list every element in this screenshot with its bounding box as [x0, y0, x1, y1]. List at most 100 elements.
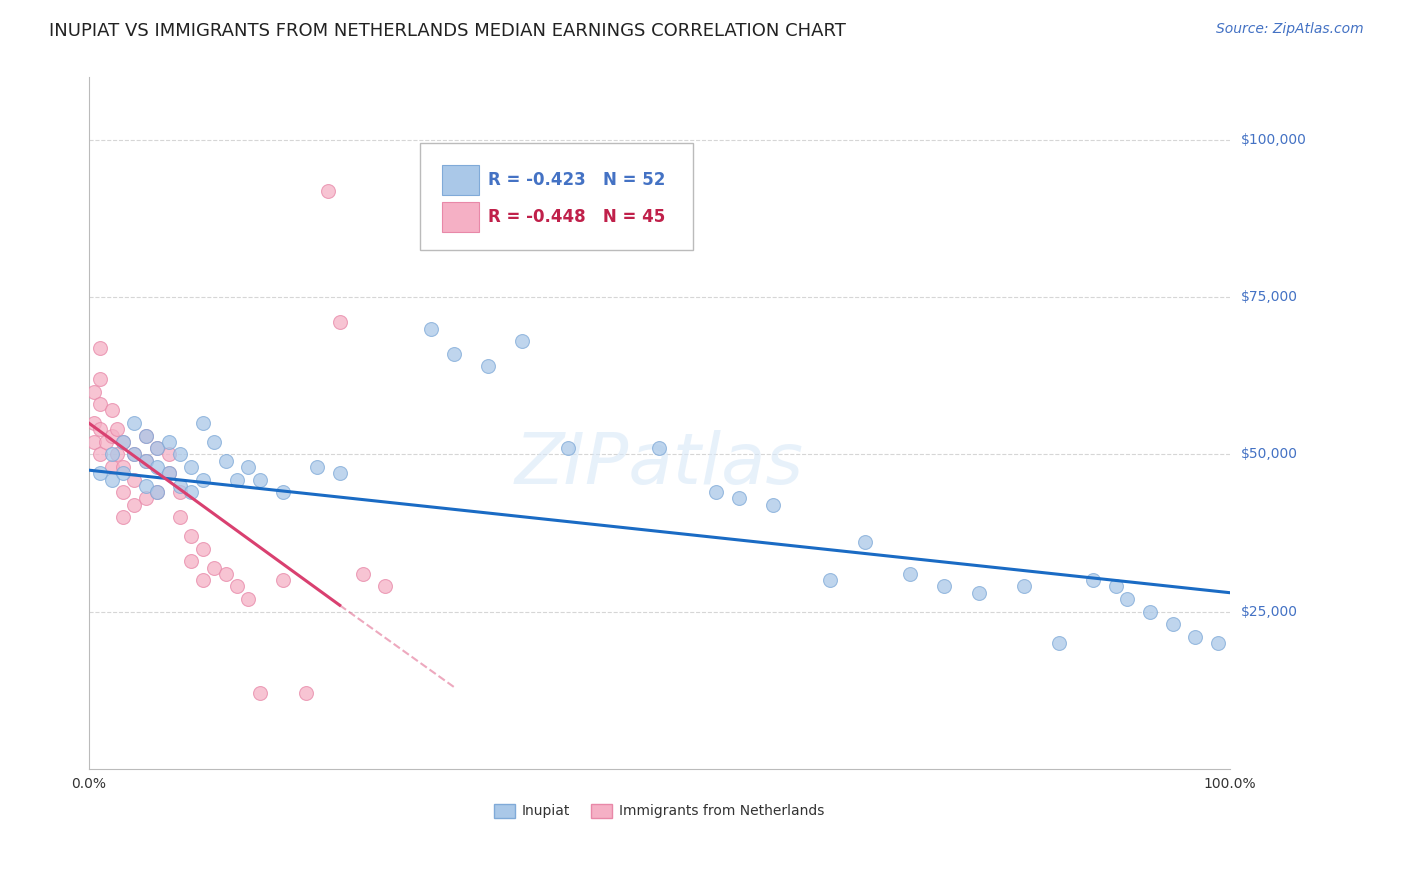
Point: [124, 416, 146, 430]
Point: [83, 434, 105, 449]
Point: [1139, 605, 1161, 619]
Point: [214, 454, 236, 468]
Point: [111, 460, 134, 475]
Text: R = -0.423   N = 52: R = -0.423 N = 52: [488, 170, 665, 189]
Point: [1047, 636, 1070, 650]
Point: [704, 485, 727, 500]
Point: [1184, 630, 1206, 644]
Point: [180, 554, 202, 568]
Point: [226, 473, 249, 487]
Text: ZIPatlas: ZIPatlas: [515, 430, 804, 499]
Point: [477, 359, 499, 374]
Point: [191, 416, 214, 430]
Point: [728, 491, 751, 506]
Point: [967, 585, 990, 599]
Point: [89, 372, 111, 386]
Point: [271, 573, 294, 587]
Text: $100,000: $100,000: [1240, 133, 1306, 147]
Point: [510, 334, 533, 349]
Point: [157, 467, 180, 481]
Point: [180, 485, 202, 500]
Point: [146, 485, 169, 500]
Point: [105, 447, 128, 461]
Point: [898, 566, 921, 581]
Point: [100, 460, 122, 475]
Point: [146, 441, 169, 455]
Point: [1206, 636, 1229, 650]
Point: [89, 341, 111, 355]
FancyBboxPatch shape: [443, 164, 479, 195]
Point: [169, 447, 191, 461]
Point: [111, 467, 134, 481]
Point: [1014, 579, 1036, 593]
Point: [420, 322, 443, 336]
Point: [146, 485, 169, 500]
Point: [202, 434, 225, 449]
Point: [124, 473, 146, 487]
Point: [169, 510, 191, 524]
Point: [89, 422, 111, 436]
Point: [100, 403, 122, 417]
Point: [169, 479, 191, 493]
Point: [124, 498, 146, 512]
Point: [305, 460, 328, 475]
Text: INUPIAT VS IMMIGRANTS FROM NETHERLANDS MEDIAN EARNINGS CORRELATION CHART: INUPIAT VS IMMIGRANTS FROM NETHERLANDS M…: [49, 22, 846, 40]
Point: [135, 428, 157, 442]
Point: [443, 347, 465, 361]
Legend: Inupiat, Immigrants from Netherlands: Inupiat, Immigrants from Netherlands: [488, 798, 830, 824]
Point: [111, 485, 134, 500]
Point: [853, 535, 876, 549]
Point: [374, 579, 396, 593]
Point: [934, 579, 956, 593]
Point: [146, 441, 169, 455]
Point: [191, 541, 214, 556]
Point: [762, 498, 785, 512]
Point: [89, 397, 111, 411]
Point: [294, 686, 316, 700]
Point: [157, 434, 180, 449]
Point: [83, 416, 105, 430]
Point: [191, 573, 214, 587]
Point: [111, 434, 134, 449]
Text: R = -0.448   N = 45: R = -0.448 N = 45: [488, 208, 665, 226]
Point: [105, 422, 128, 436]
Text: $75,000: $75,000: [1240, 291, 1298, 304]
Point: [124, 447, 146, 461]
Point: [202, 560, 225, 574]
Point: [157, 467, 180, 481]
Point: [557, 441, 579, 455]
Point: [135, 454, 157, 468]
Point: [100, 428, 122, 442]
Text: Source: ZipAtlas.com: Source: ZipAtlas.com: [1216, 22, 1364, 37]
Point: [111, 434, 134, 449]
Point: [271, 485, 294, 500]
Point: [135, 491, 157, 506]
Point: [329, 467, 352, 481]
Point: [191, 473, 214, 487]
Point: [820, 573, 842, 587]
Point: [169, 485, 191, 500]
Point: [94, 434, 117, 449]
Point: [249, 473, 271, 487]
Point: [1161, 617, 1184, 632]
Point: [83, 384, 105, 399]
Point: [238, 460, 260, 475]
Point: [180, 529, 202, 543]
Point: [352, 566, 374, 581]
Point: [135, 428, 157, 442]
Point: [329, 316, 352, 330]
Point: [89, 447, 111, 461]
Point: [226, 579, 249, 593]
Point: [238, 591, 260, 606]
Text: $25,000: $25,000: [1240, 605, 1298, 618]
Text: $50,000: $50,000: [1240, 448, 1298, 461]
Point: [249, 686, 271, 700]
FancyBboxPatch shape: [419, 143, 693, 251]
Point: [124, 447, 146, 461]
Point: [157, 447, 180, 461]
Point: [100, 447, 122, 461]
Point: [1081, 573, 1104, 587]
Point: [135, 479, 157, 493]
Point: [89, 467, 111, 481]
Point: [135, 454, 157, 468]
